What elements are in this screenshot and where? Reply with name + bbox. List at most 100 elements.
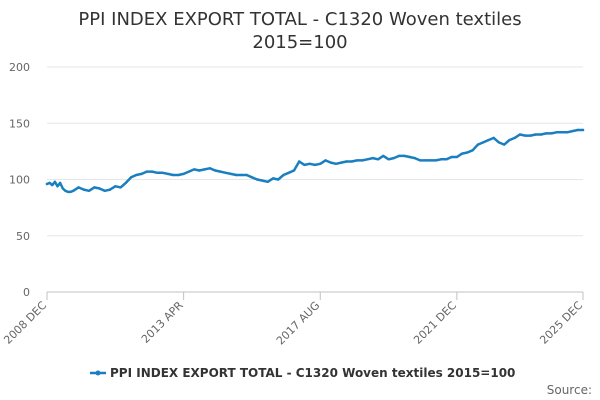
data-point[interactable] <box>119 186 122 189</box>
legend-label[interactable]: PPI INDEX EXPORT TOTAL - C1320 Woven tex… <box>110 366 515 380</box>
data-point[interactable] <box>48 181 51 185</box>
data-point[interactable] <box>560 131 564 134</box>
data-point[interactable] <box>471 149 474 152</box>
data-point[interactable] <box>77 186 80 189</box>
data-point[interactable] <box>313 163 317 167</box>
data-point[interactable] <box>69 190 72 194</box>
data-point[interactable] <box>292 169 296 172</box>
data-point[interactable] <box>87 189 91 192</box>
data-point[interactable] <box>208 167 212 170</box>
data-point[interactable] <box>403 154 406 158</box>
data-point[interactable] <box>397 154 401 158</box>
data-point[interactable] <box>345 160 348 163</box>
data-point[interactable] <box>308 162 311 165</box>
data-point[interactable] <box>45 182 49 186</box>
series-line[interactable] <box>45 128 585 194</box>
data-point[interactable] <box>150 170 154 173</box>
data-point[interactable] <box>566 131 569 134</box>
data-point[interactable] <box>224 171 227 174</box>
data-point[interactable] <box>135 173 138 177</box>
data-point[interactable] <box>72 189 75 192</box>
data-point[interactable] <box>439 158 443 161</box>
data-point[interactable] <box>124 181 128 185</box>
data-point[interactable] <box>371 156 374 160</box>
data-point[interactable] <box>503 143 506 146</box>
data-point[interactable] <box>492 136 495 140</box>
data-point[interactable] <box>298 160 301 163</box>
data-point[interactable] <box>576 128 579 132</box>
data-point[interactable] <box>156 171 159 174</box>
data-point[interactable] <box>166 172 170 176</box>
data-point[interactable] <box>524 134 527 137</box>
data-point[interactable] <box>361 159 364 162</box>
data-point[interactable] <box>182 172 185 176</box>
data-point[interactable] <box>413 156 416 160</box>
data-point[interactable] <box>350 160 353 163</box>
data-point[interactable] <box>245 173 248 177</box>
data-point[interactable] <box>487 138 490 142</box>
data-point[interactable] <box>324 159 327 162</box>
data-point[interactable] <box>203 168 206 171</box>
data-point[interactable] <box>145 170 148 173</box>
data-point[interactable] <box>282 173 285 177</box>
legend[interactable]: PPI INDEX EXPORT TOTAL - C1320 Woven tex… <box>90 366 515 380</box>
data-point[interactable] <box>98 187 101 190</box>
data-point[interactable] <box>140 172 143 176</box>
data-point[interactable] <box>240 173 243 177</box>
data-point[interactable] <box>581 128 585 132</box>
data-point[interactable] <box>550 132 553 135</box>
data-point[interactable] <box>129 176 133 179</box>
data-point[interactable] <box>103 189 107 192</box>
data-point[interactable] <box>82 188 86 191</box>
data-point[interactable] <box>508 138 511 142</box>
data-point[interactable] <box>545 132 548 135</box>
data-point[interactable] <box>529 134 532 137</box>
data-point[interactable] <box>482 141 485 144</box>
data-point[interactable] <box>387 158 390 161</box>
data-point[interactable] <box>235 173 238 177</box>
data-point[interactable] <box>250 176 254 179</box>
data-point[interactable] <box>555 131 558 134</box>
data-point[interactable] <box>261 179 264 182</box>
data-point[interactable] <box>108 188 112 191</box>
data-point[interactable] <box>424 159 427 162</box>
data-point[interactable] <box>219 170 222 173</box>
data-point[interactable] <box>355 159 359 162</box>
data-point[interactable] <box>214 169 217 172</box>
data-point[interactable] <box>445 158 448 161</box>
data-point[interactable] <box>497 141 501 144</box>
data-point[interactable] <box>114 185 117 188</box>
data-point[interactable] <box>329 161 332 164</box>
data-point[interactable] <box>303 163 306 167</box>
data-point[interactable] <box>539 133 543 136</box>
data-point[interactable] <box>534 133 537 136</box>
data-point[interactable] <box>450 155 453 159</box>
data-point[interactable] <box>382 154 385 158</box>
data-point[interactable] <box>187 170 191 173</box>
data-point[interactable] <box>434 159 438 162</box>
data-point[interactable] <box>366 158 369 161</box>
data-point[interactable] <box>277 178 280 181</box>
data-point[interactable] <box>64 189 67 192</box>
data-point[interactable] <box>340 161 343 164</box>
data-point[interactable] <box>319 162 322 165</box>
data-point[interactable] <box>161 171 164 174</box>
data-point[interactable] <box>61 187 64 190</box>
data-point[interactable] <box>51 183 54 187</box>
data-point[interactable] <box>392 156 395 160</box>
data-point[interactable] <box>476 143 480 146</box>
data-point[interactable] <box>66 190 70 194</box>
data-point[interactable] <box>287 171 290 174</box>
data-point[interactable] <box>571 129 574 133</box>
data-point[interactable] <box>266 180 269 183</box>
data-point[interactable] <box>334 162 338 165</box>
data-point[interactable] <box>93 186 96 189</box>
data-point[interactable] <box>466 151 469 154</box>
data-point[interactable] <box>376 158 380 161</box>
data-point[interactable] <box>460 152 464 155</box>
data-point[interactable] <box>408 155 411 159</box>
data-point[interactable] <box>418 159 422 162</box>
data-point[interactable] <box>198 169 201 172</box>
data-point[interactable] <box>256 178 259 181</box>
data-point[interactable] <box>56 185 59 188</box>
